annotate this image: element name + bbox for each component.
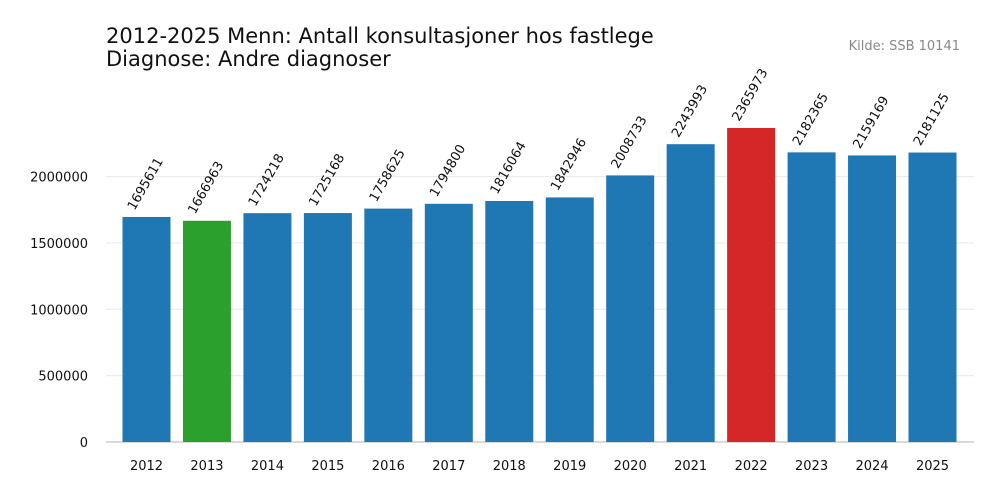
- bar-2013: [182, 220, 231, 442]
- data-label: 1695611: [125, 155, 167, 213]
- chart-source: Kilde: SSB 10141: [849, 39, 960, 54]
- bar-2024: [848, 155, 897, 442]
- y-tick-label: 0: [80, 436, 88, 451]
- x-tick-label: 2017: [432, 459, 465, 474]
- y-tick-label: 1000000: [30, 303, 88, 318]
- x-tick-label: 2023: [795, 459, 828, 474]
- x-tick-label: 2012: [130, 459, 163, 474]
- y-tick-label: 500000: [38, 370, 88, 385]
- chart-subtitle: Diagnose: Andre diagnoser: [106, 47, 391, 71]
- data-label: 1724218: [246, 152, 288, 210]
- x-tick-label: 2025: [916, 459, 949, 474]
- y-tick-label: 1500000: [30, 237, 88, 252]
- data-label: 1758625: [367, 147, 409, 205]
- data-label: 2008733: [609, 114, 651, 172]
- bar-2023: [787, 152, 836, 442]
- chart-title: 2012-2025 Menn: Antall konsultasjoner ho…: [106, 24, 654, 48]
- data-label: 2181125: [911, 91, 953, 149]
- bars-layer: [122, 128, 957, 443]
- x-tick-label: 2013: [190, 459, 223, 474]
- y-axis: 0 500000 1000000 1500000 2000000: [30, 171, 88, 451]
- bar-2016: [364, 208, 413, 442]
- x-tick-label: 2014: [251, 459, 284, 474]
- y-tick-label: 2000000: [30, 171, 88, 186]
- bar-2015: [303, 213, 352, 442]
- data-label: 1666963: [185, 159, 227, 217]
- bar-2022: [727, 128, 776, 442]
- bar-2021: [666, 144, 715, 442]
- data-label: 1816064: [488, 139, 530, 197]
- bar-2020: [606, 175, 655, 443]
- bar-2012: [122, 216, 171, 442]
- x-tick-label: 2018: [493, 459, 526, 474]
- data-label: 2159169: [851, 94, 893, 152]
- grid-layer: [106, 175, 974, 443]
- x-tick-label: 2022: [735, 459, 768, 474]
- x-tick-label: 2024: [855, 459, 888, 474]
- bar-2014: [243, 213, 292, 442]
- x-tick-label: 2021: [674, 459, 707, 474]
- data-label: 2365973: [730, 66, 772, 124]
- bar-2018: [485, 200, 534, 442]
- data-label: 2243993: [669, 83, 711, 141]
- x-tick-label: 2016: [372, 459, 405, 474]
- data-label: 2182365: [790, 91, 832, 149]
- x-tick-label: 2019: [553, 459, 586, 474]
- x-axis: 2012 2013 2014 2015 2016 2017 2018 2019 2020 2021…: [130, 459, 949, 474]
- x-tick-label: 2020: [614, 459, 647, 474]
- data-label: 1794800: [427, 142, 469, 200]
- data-label: 1842946: [548, 136, 590, 194]
- data-label: 1725168: [306, 151, 348, 209]
- bar-2017: [424, 203, 473, 442]
- x-tick-label: 2015: [311, 459, 344, 474]
- bar-2019: [545, 197, 594, 442]
- bar-2025: [908, 152, 957, 442]
